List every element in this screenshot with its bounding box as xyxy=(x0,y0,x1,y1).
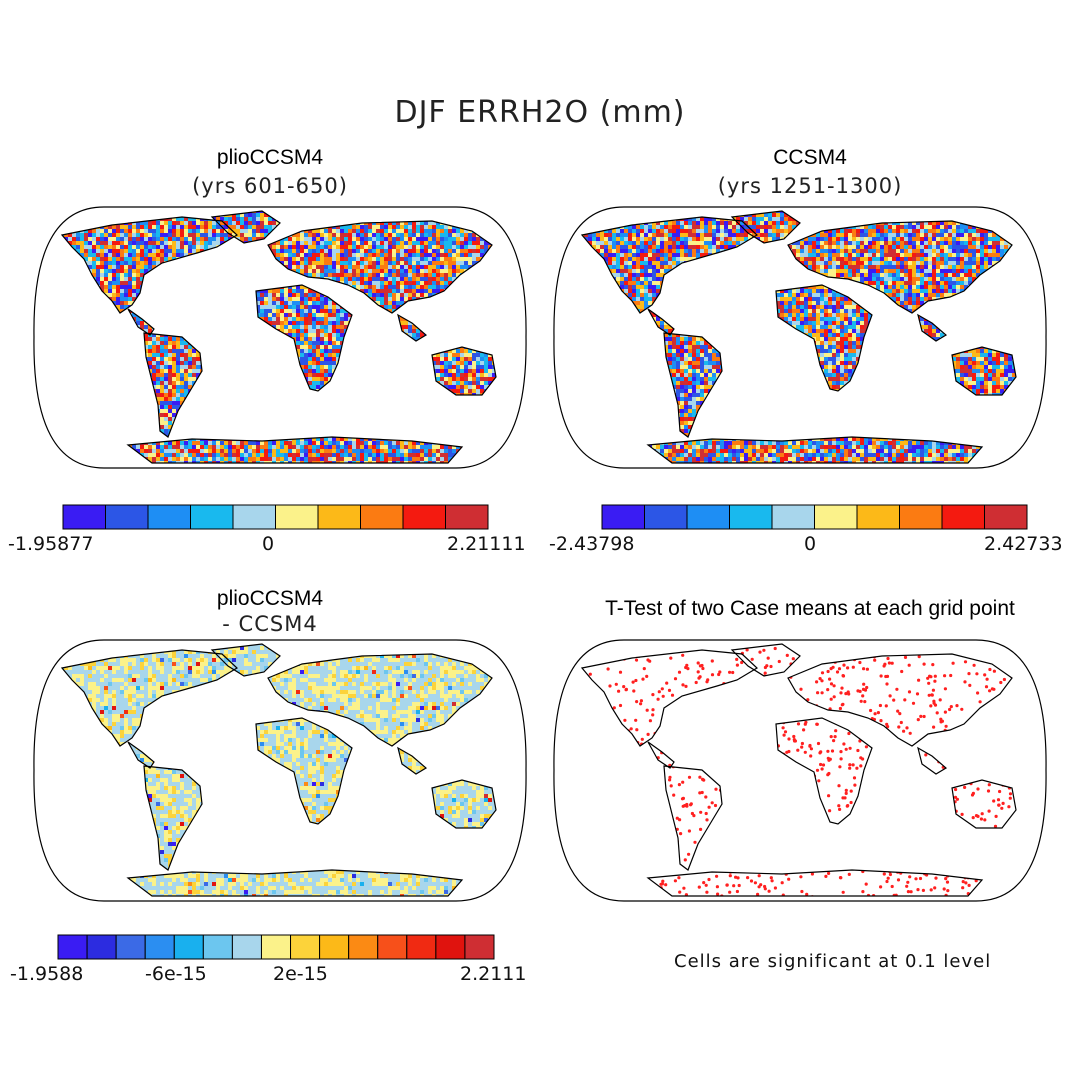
colorbar-swatch xyxy=(406,934,437,960)
panel-3-cbar-label-4: 2.2111 xyxy=(460,963,526,985)
panel-1-cbar-label-mid: 0 xyxy=(262,533,274,555)
coastlines xyxy=(580,210,1017,464)
coastlines xyxy=(60,643,497,897)
panel-1-title: plioCCSM4 xyxy=(0,146,540,170)
panel-2-cbar-label-mid: 0 xyxy=(804,533,816,555)
colorbar-swatch xyxy=(260,934,292,960)
coastlines xyxy=(60,210,497,464)
colorbar-swatch xyxy=(445,504,489,530)
colorbar-swatch xyxy=(941,504,985,530)
panel-1-cbar-label-min: -1.95877 xyxy=(8,533,93,555)
panel-1-cbar-label-max: 2.21111 xyxy=(447,533,526,555)
colorbar-swatch xyxy=(771,504,815,530)
colorbar-swatch xyxy=(144,934,175,960)
colorbar-swatch xyxy=(319,934,350,960)
panel-2-cbar-label-min: -2.43798 xyxy=(549,533,634,555)
panel-3-cbar-label-1: -1.9588 xyxy=(10,963,83,985)
colorbar-swatch xyxy=(57,934,88,960)
panel-2-subtitle: (yrs 1251-1300) xyxy=(540,174,1080,198)
panel-3-map xyxy=(33,639,527,902)
colorbar-swatch xyxy=(202,934,233,960)
panel-4-note: Cells are significant at 0.1 level xyxy=(674,951,991,972)
colorbar-swatch xyxy=(686,504,730,530)
colorbar-swatch xyxy=(348,934,379,960)
panel-4-title: T-Test of two Case means at each grid po… xyxy=(540,597,1080,621)
colorbar-swatch xyxy=(360,504,404,530)
panel-3-title: plioCCSM4 xyxy=(0,587,540,611)
colorbar-swatch xyxy=(275,504,319,530)
panel-2-colorbar xyxy=(601,504,1028,530)
panel-1-map xyxy=(33,206,527,469)
colorbar-swatch xyxy=(317,504,361,530)
colorbar-swatch xyxy=(644,504,688,530)
colorbar-swatch xyxy=(86,934,117,960)
colorbar-swatch xyxy=(729,504,773,530)
colorbar-swatch xyxy=(984,504,1028,530)
panel-1-colorbar xyxy=(62,504,489,530)
panel-3-colorbar xyxy=(57,934,495,960)
colorbar-swatch xyxy=(601,504,645,530)
panel-2-cbar-label-max: 2.42733 xyxy=(984,533,1063,555)
panel-3-cbar-label-3: 2e-15 xyxy=(273,963,328,985)
colorbar-swatch xyxy=(899,504,943,530)
panel-2-title: CCSM4 xyxy=(540,146,1080,170)
colorbar-swatch xyxy=(435,934,466,960)
figure-title: DJF ERRH2O (mm) xyxy=(0,95,1080,130)
colorbar-swatch xyxy=(115,934,146,960)
colorbar-swatch xyxy=(814,504,858,530)
colorbar-swatch xyxy=(190,504,234,530)
colorbar-swatch xyxy=(231,934,262,960)
colorbar-swatch xyxy=(464,934,495,960)
panel-2-map xyxy=(553,206,1047,469)
colorbar-swatch xyxy=(856,504,900,530)
colorbar-swatch xyxy=(105,504,149,530)
panel-4-map xyxy=(553,639,1047,902)
panel-3-cbar-label-2: -6e-15 xyxy=(145,963,207,985)
colorbar-swatch xyxy=(290,934,321,960)
panel-3-subtitle: - CCSM4 xyxy=(0,612,540,636)
panel-1-subtitle: (yrs 601-650) xyxy=(0,174,540,198)
colorbar-swatch xyxy=(402,504,446,530)
colorbar-swatch xyxy=(232,504,276,530)
coastlines xyxy=(580,643,1017,897)
colorbar-swatch xyxy=(173,934,204,960)
colorbar-swatch xyxy=(377,934,408,960)
colorbar-swatch xyxy=(147,504,191,530)
colorbar-swatch xyxy=(62,504,106,530)
